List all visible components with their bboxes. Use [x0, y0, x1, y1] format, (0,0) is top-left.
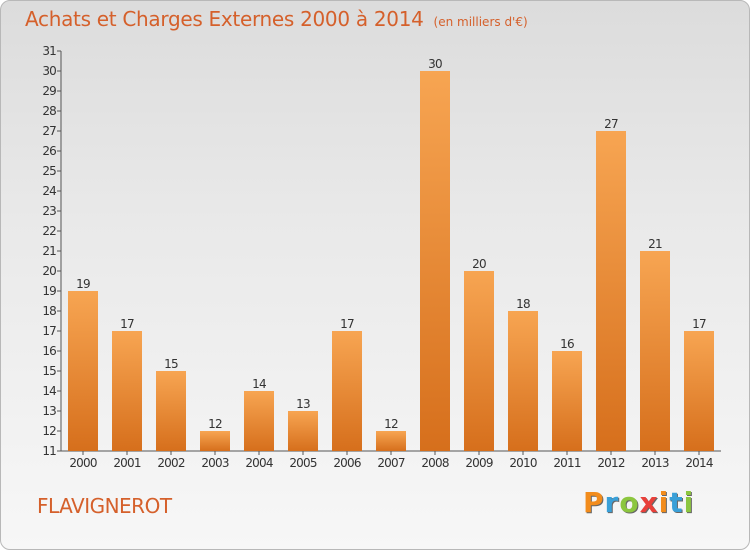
- x-tick-label: 2005: [289, 456, 317, 470]
- bar[interactable]: [552, 351, 582, 451]
- x-tick-label: 2008: [421, 456, 449, 470]
- y-tick-label: 13: [42, 404, 56, 418]
- logo-letter: i: [683, 486, 695, 519]
- bar[interactable]: [288, 411, 318, 451]
- bar-value-label: 12: [208, 417, 222, 431]
- y-tick-label: 18: [42, 304, 56, 318]
- x-tick-label: 2009: [465, 456, 493, 470]
- chart-bars: 19 17 15 12 14 13 17 12 30 20 18 16 27 21 17: [68, 57, 714, 451]
- y-tick-label: 28: [42, 104, 56, 118]
- logo-letter: i: [658, 486, 670, 519]
- x-tick-label: 2007: [377, 456, 405, 470]
- y-tick-label: 23: [42, 204, 56, 218]
- y-tick-label: 27: [42, 124, 56, 138]
- y-tick-label: 19: [42, 284, 56, 298]
- x-tick-label: 2010: [509, 456, 537, 470]
- y-tick-label: 24: [42, 184, 56, 198]
- y-tick-label: 15: [42, 364, 56, 378]
- y-tick-label: 14: [42, 384, 56, 398]
- bar-value-label: 14: [252, 377, 266, 391]
- bar[interactable]: [420, 71, 450, 451]
- bar[interactable]: [640, 251, 670, 451]
- y-tick-label: 16: [42, 344, 56, 358]
- bar-value-label: 17: [120, 317, 134, 331]
- logo-letter: o: [619, 486, 640, 519]
- proxiti-logo[interactable]: Proxiti: [583, 486, 694, 519]
- y-tick-label: 26: [42, 144, 56, 158]
- x-tick-label: 2000: [69, 456, 97, 470]
- x-tick-label: 2002: [157, 456, 185, 470]
- bar-value-label: 12: [384, 417, 398, 431]
- y-tick-label: 17: [42, 324, 56, 338]
- x-tick-label: 2003: [201, 456, 229, 470]
- x-tick-label: 2011: [553, 456, 581, 470]
- y-tick-label: 22: [42, 224, 56, 238]
- bar[interactable]: [508, 311, 538, 451]
- x-tick-label: 2013: [641, 456, 669, 470]
- x-tick-label: 2012: [597, 456, 625, 470]
- bar[interactable]: [376, 431, 406, 451]
- bar[interactable]: [244, 391, 274, 451]
- logo-letter: x: [639, 486, 659, 519]
- bar-value-label: 27: [604, 117, 618, 131]
- y-tick-label: 29: [42, 84, 56, 98]
- title-text: Achats et Charges Externes 2000 à 2014: [25, 7, 424, 31]
- chart-title: Achats et Charges Externes 2000 à 2014 (e…: [25, 7, 528, 31]
- bar[interactable]: [68, 291, 98, 451]
- chart-axes: 11 12 13 14 15 16 17 18 19 20 21 22 23 24 25 26 27 28 29 30…: [42, 44, 721, 470]
- x-tick-label: 2004: [245, 456, 273, 470]
- bar-value-label: 13: [296, 397, 310, 411]
- bar[interactable]: [684, 331, 714, 451]
- y-tick-label: 12: [42, 424, 56, 438]
- bar-value-label: 18: [516, 297, 530, 311]
- logo-letter: P: [583, 486, 605, 519]
- logo-letter: t: [669, 486, 684, 519]
- bar[interactable]: [112, 331, 142, 451]
- bar-value-label: 21: [648, 237, 662, 251]
- y-tick-label: 11: [42, 444, 56, 458]
- bar[interactable]: [156, 371, 186, 451]
- y-tick-label: 21: [42, 244, 56, 258]
- y-tick-label: 30: [42, 64, 56, 78]
- bar-value-label: 20: [472, 257, 486, 271]
- logo-letter: r: [604, 486, 620, 519]
- bar[interactable]: [200, 431, 230, 451]
- x-tick-label: 2014: [685, 456, 713, 470]
- y-tick-label: 20: [42, 264, 56, 278]
- bar-value-label: 16: [560, 337, 574, 351]
- bar-value-label: 17: [692, 317, 706, 331]
- bar[interactable]: [596, 131, 626, 451]
- commune-name: FLAVIGNEROT: [37, 494, 172, 518]
- bar[interactable]: [332, 331, 362, 451]
- x-tick-label: 2001: [113, 456, 141, 470]
- bar-value-label: 15: [164, 357, 178, 371]
- x-tick-label: 2006: [333, 456, 361, 470]
- bar-value-label: 19: [76, 277, 90, 291]
- title-unit: (en milliers d'€): [433, 15, 528, 29]
- bar[interactable]: [464, 271, 494, 451]
- bar-value-label: 30: [428, 57, 442, 71]
- bar-value-label: 17: [340, 317, 354, 331]
- y-tick-label: 31: [42, 44, 56, 58]
- y-tick-label: 25: [42, 164, 56, 178]
